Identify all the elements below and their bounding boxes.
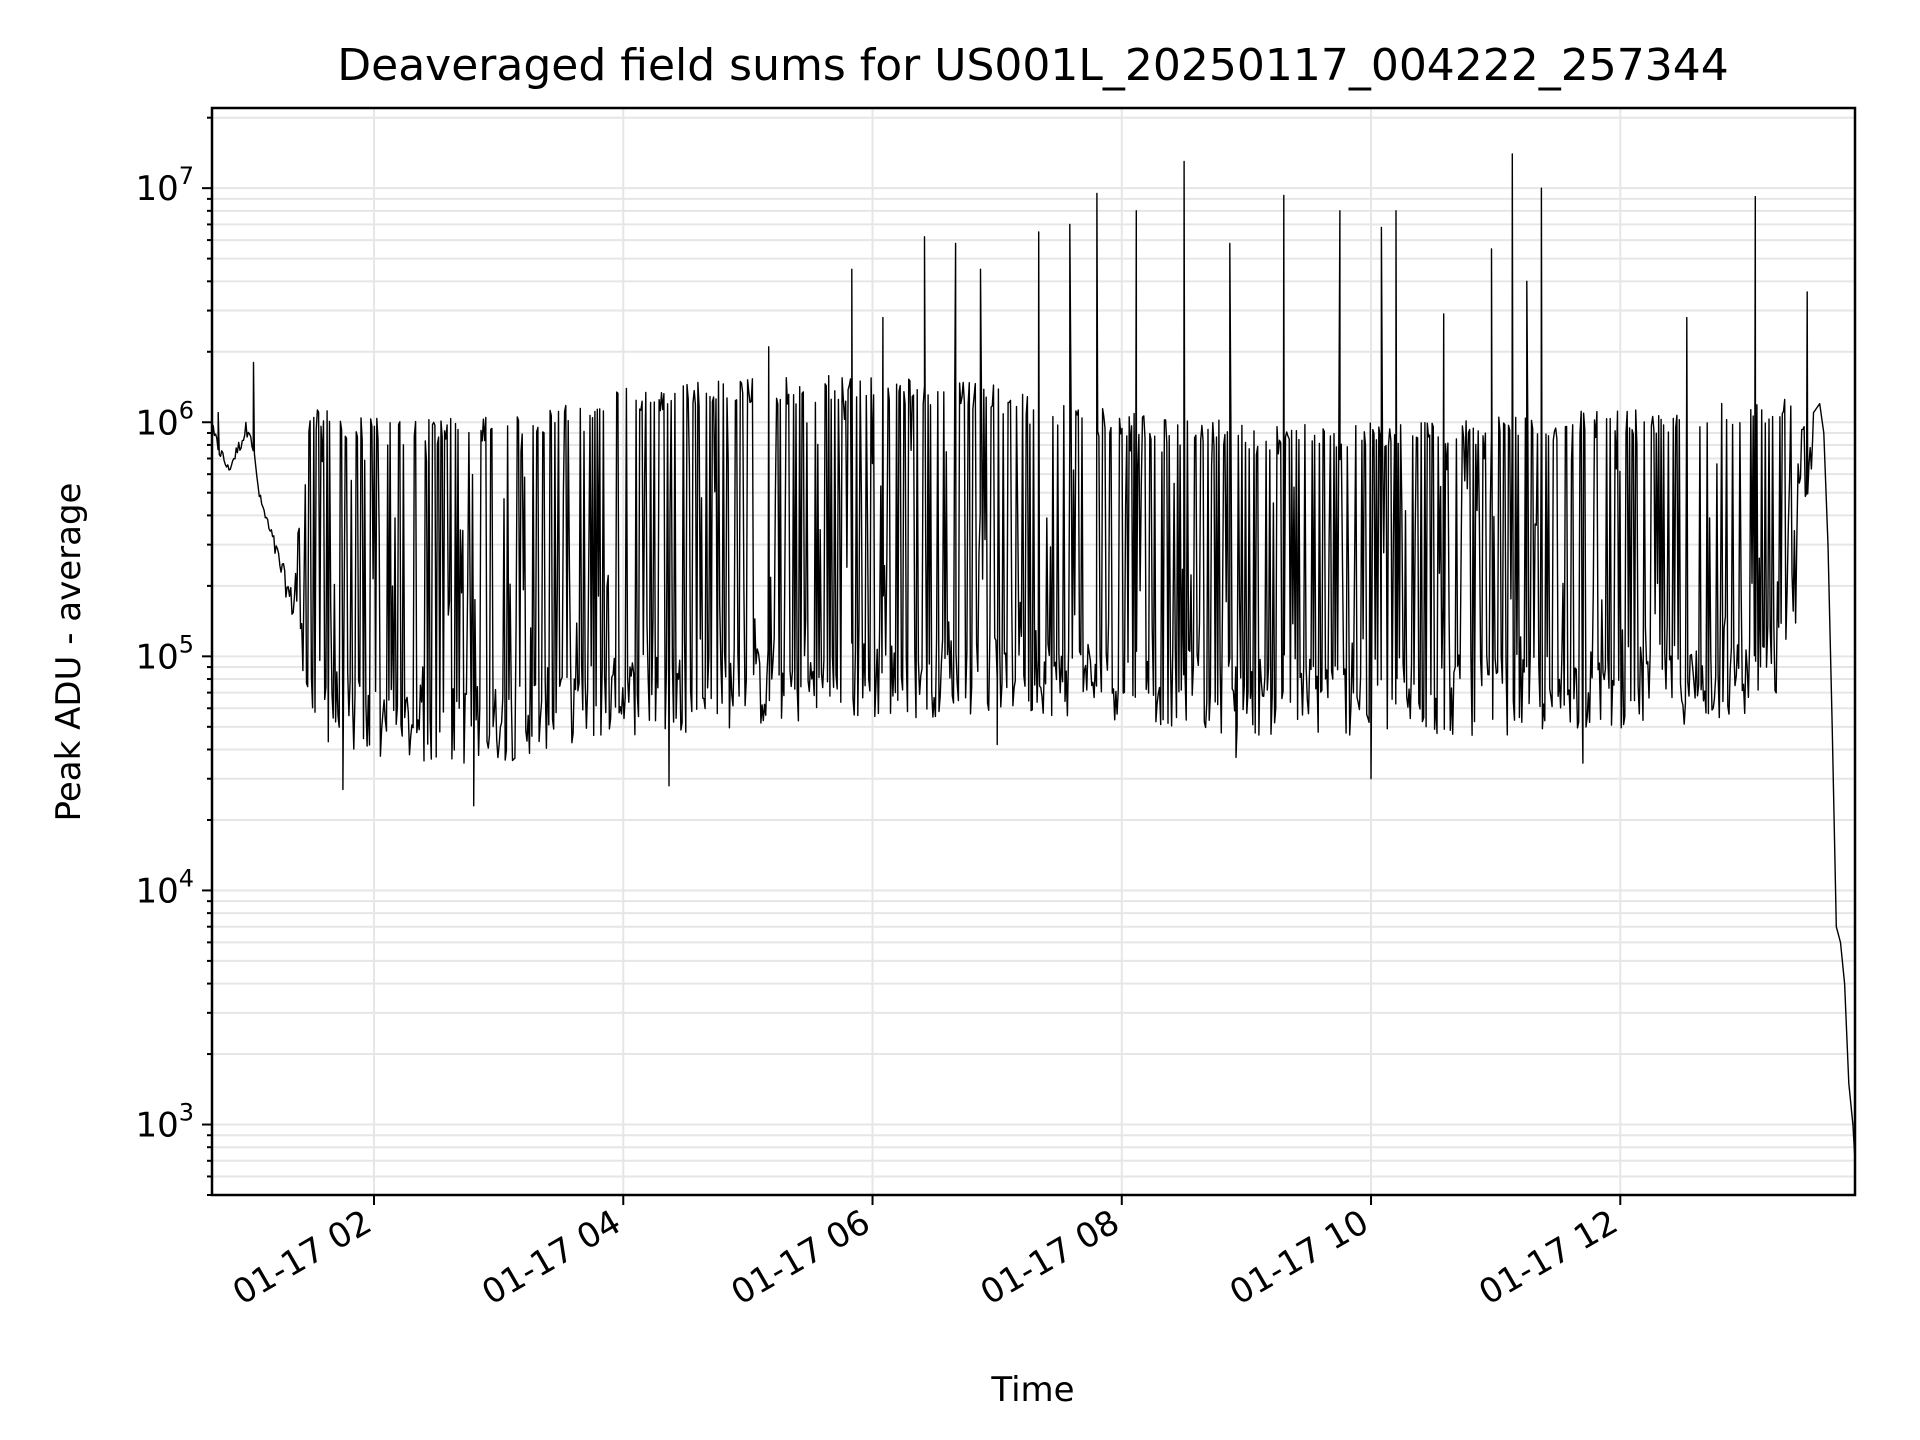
y-tick-base: 10 [135, 871, 178, 911]
y-tick-base: 10 [135, 403, 178, 443]
y-tick-exponent: 3 [179, 1099, 194, 1127]
axes-frame [210, 106, 1857, 1197]
y-tick-label: 105 [135, 630, 194, 677]
y-axis-label: Peak ADU - average [49, 483, 89, 822]
y-tick-label: 106 [135, 396, 194, 443]
y-tick-exponent: 6 [179, 396, 194, 424]
chart-title: Deaveraged field sums for US001L_2025011… [337, 40, 1729, 91]
y-tick-label: 103 [135, 1099, 194, 1146]
plot-area [211, 153, 1856, 1161]
y-tick-label: 104 [135, 864, 194, 911]
y-tick-exponent: 7 [179, 162, 194, 190]
y-tick-base: 10 [135, 637, 178, 677]
series-line [211, 153, 1856, 1161]
y-tick-label: 107 [135, 162, 194, 209]
gridlines [212, 108, 1855, 1196]
y-tick-exponent: 4 [179, 864, 194, 892]
y-tick-exponent: 5 [179, 630, 194, 658]
y-tick-base: 10 [135, 169, 178, 209]
x-axis-label: Time [990, 1370, 1074, 1410]
y-tick-base: 10 [135, 1106, 178, 1146]
